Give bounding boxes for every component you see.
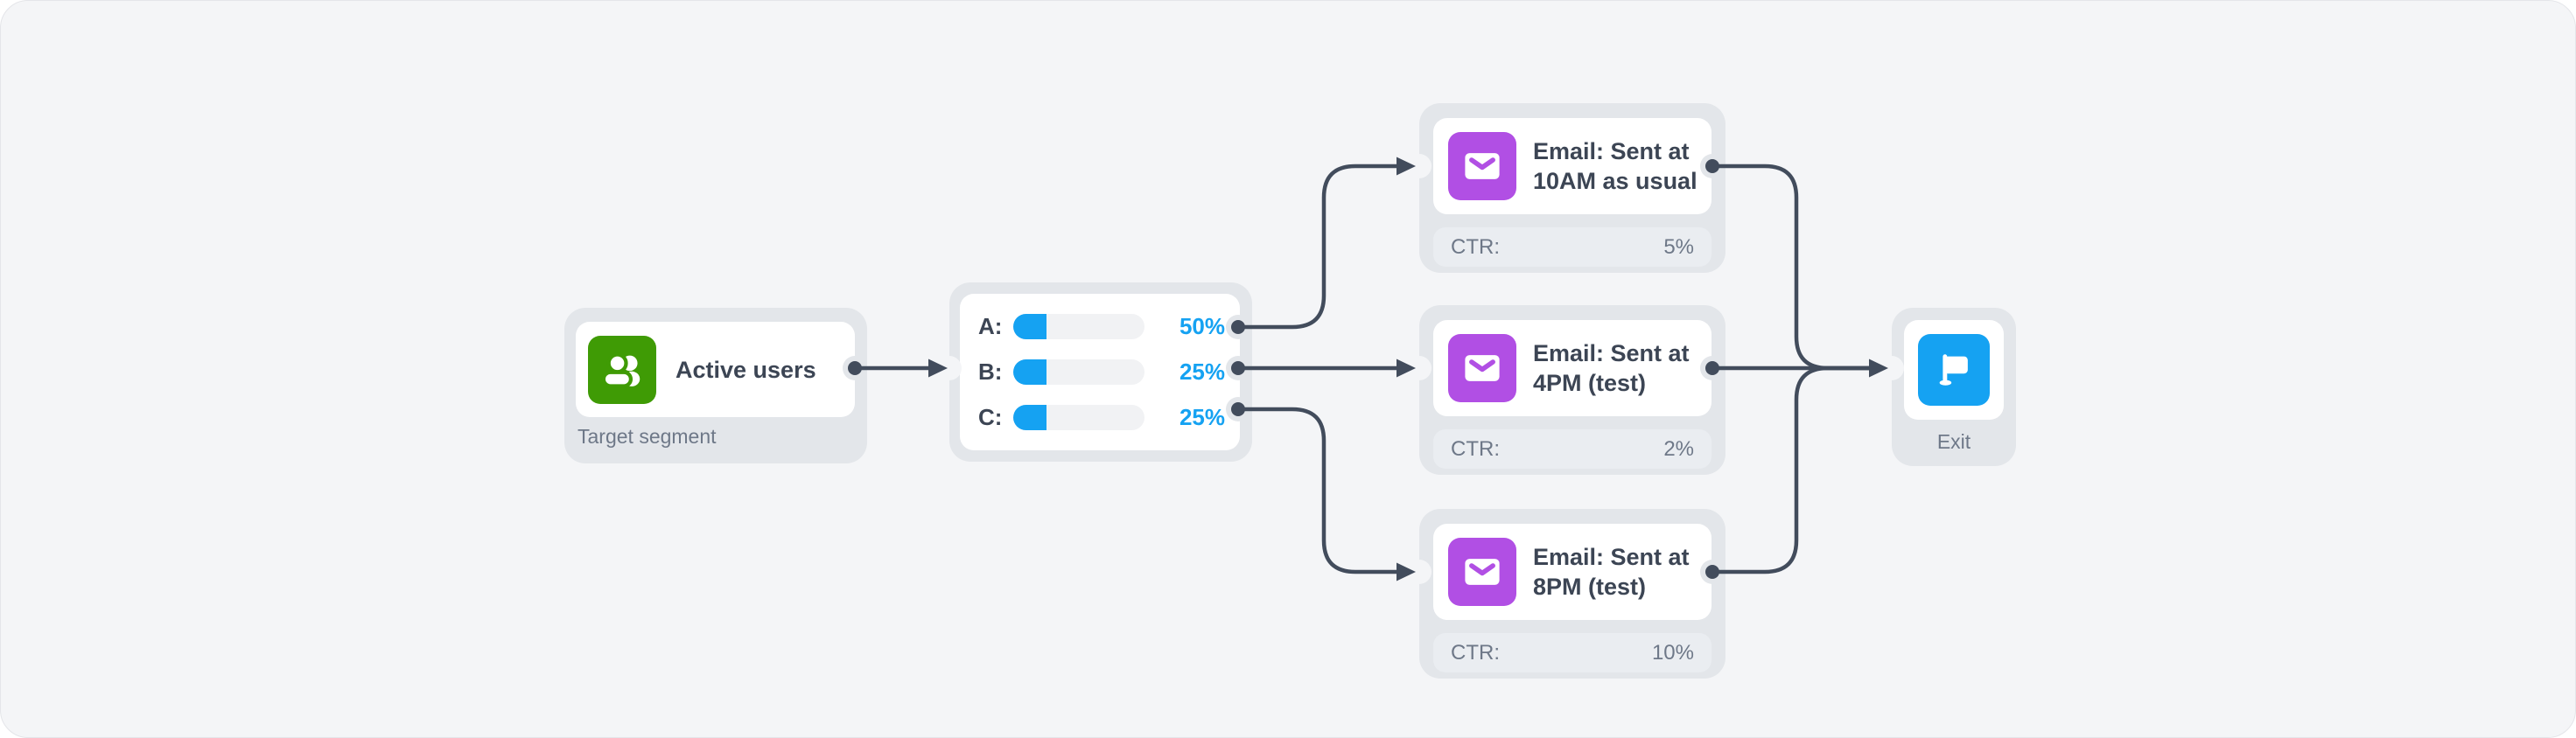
- email-1-ctr-pill: CTR: 5%: [1433, 227, 1712, 267]
- branch-b-bar: [1013, 359, 1144, 385]
- flag-icon: [1918, 334, 1990, 406]
- ab-split-node[interactable]: A: 50% B: 25% C: 25%: [949, 282, 1252, 462]
- email-3-output-port[interactable]: [1705, 565, 1719, 579]
- branch-b-label: B:: [978, 359, 1003, 385]
- email-node-2-body[interactable]: Email: Sent at 4PM (test): [1433, 320, 1712, 416]
- branch-b-percent: 25%: [1179, 359, 1225, 385]
- email-2-title: Email: Sent at 4PM (test): [1533, 338, 1690, 398]
- split-a-output-port[interactable]: [1231, 320, 1245, 334]
- ctr-label: CTR:: [1451, 436, 1500, 461]
- split-branch-b: B: 25%: [960, 355, 1240, 390]
- email-1-title: Email: Sent at 10AM as usual: [1533, 136, 1698, 196]
- email-2-output-port[interactable]: [1705, 361, 1719, 375]
- email-3-ctr-pill: CTR: 10%: [1433, 633, 1712, 672]
- split-b-output-port[interactable]: [1231, 361, 1245, 375]
- ctr-value: 5%: [1663, 234, 1694, 259]
- branch-a-bar: [1013, 314, 1144, 340]
- segment-title: Active users: [676, 356, 816, 383]
- branch-a-percent: 50%: [1179, 313, 1225, 340]
- split-branch-c: C: 25%: [960, 400, 1240, 435]
- ctr-value: 10%: [1651, 640, 1694, 665]
- segment-node-body[interactable]: Active users: [576, 322, 855, 417]
- exit-node-body[interactable]: [1904, 320, 2004, 420]
- segment-output-port[interactable]: [848, 361, 862, 375]
- segment-node[interactable]: Active users Target segment: [564, 308, 867, 463]
- email-2-title-line1: Email: Sent at: [1533, 340, 1690, 366]
- email-node-3[interactable]: Email: Sent at 8PM (test) CTR: 10%: [1419, 509, 1726, 679]
- ctr-label: CTR:: [1451, 234, 1500, 259]
- email-icon: [1448, 334, 1516, 402]
- ctr-value: 2%: [1663, 436, 1694, 461]
- email-3-title: Email: Sent at 8PM (test): [1533, 542, 1690, 602]
- segment-caption: Target segment: [578, 425, 717, 448]
- email-1-title-line2: 10AM as usual: [1533, 168, 1698, 194]
- branch-a-bar-fill: [1013, 314, 1046, 340]
- email-node-1[interactable]: Email: Sent at 10AM as usual CTR: 5%: [1419, 103, 1726, 273]
- branch-c-bar-fill: [1013, 404, 1046, 430]
- email-3-title-line1: Email: Sent at: [1533, 544, 1690, 570]
- email-node-2[interactable]: Email: Sent at 4PM (test) CTR: 2%: [1419, 305, 1726, 475]
- email-3-title-line2: 8PM (test): [1533, 574, 1647, 600]
- branch-c-label: C:: [978, 403, 1003, 430]
- split-branch-a: A: 50%: [960, 310, 1240, 345]
- email-node-1-body[interactable]: Email: Sent at 10AM as usual: [1433, 118, 1712, 214]
- email-1-title-line1: Email: Sent at: [1533, 138, 1690, 164]
- email-node-3-body[interactable]: Email: Sent at 8PM (test): [1433, 524, 1712, 620]
- branch-c-bar: [1013, 404, 1144, 430]
- email-icon: [1448, 132, 1516, 200]
- email-icon: [1448, 538, 1516, 606]
- branch-a-label: A:: [978, 313, 1003, 340]
- exit-node[interactable]: Exit: [1892, 308, 2016, 466]
- branch-c-percent: 25%: [1179, 403, 1225, 430]
- email-1-output-port[interactable]: [1705, 159, 1719, 173]
- email-2-ctr-pill: CTR: 2%: [1433, 429, 1712, 469]
- split-c-output-port[interactable]: [1231, 402, 1245, 416]
- exit-caption: Exit: [1936, 430, 1971, 453]
- branch-b-bar-fill: [1013, 359, 1046, 385]
- ctr-label: CTR:: [1451, 640, 1500, 665]
- users-icon: [588, 335, 656, 404]
- ab-split-node-body[interactable]: A: 50% B: 25% C: 25%: [960, 294, 1240, 450]
- email-2-title-line2: 4PM (test): [1533, 370, 1647, 396]
